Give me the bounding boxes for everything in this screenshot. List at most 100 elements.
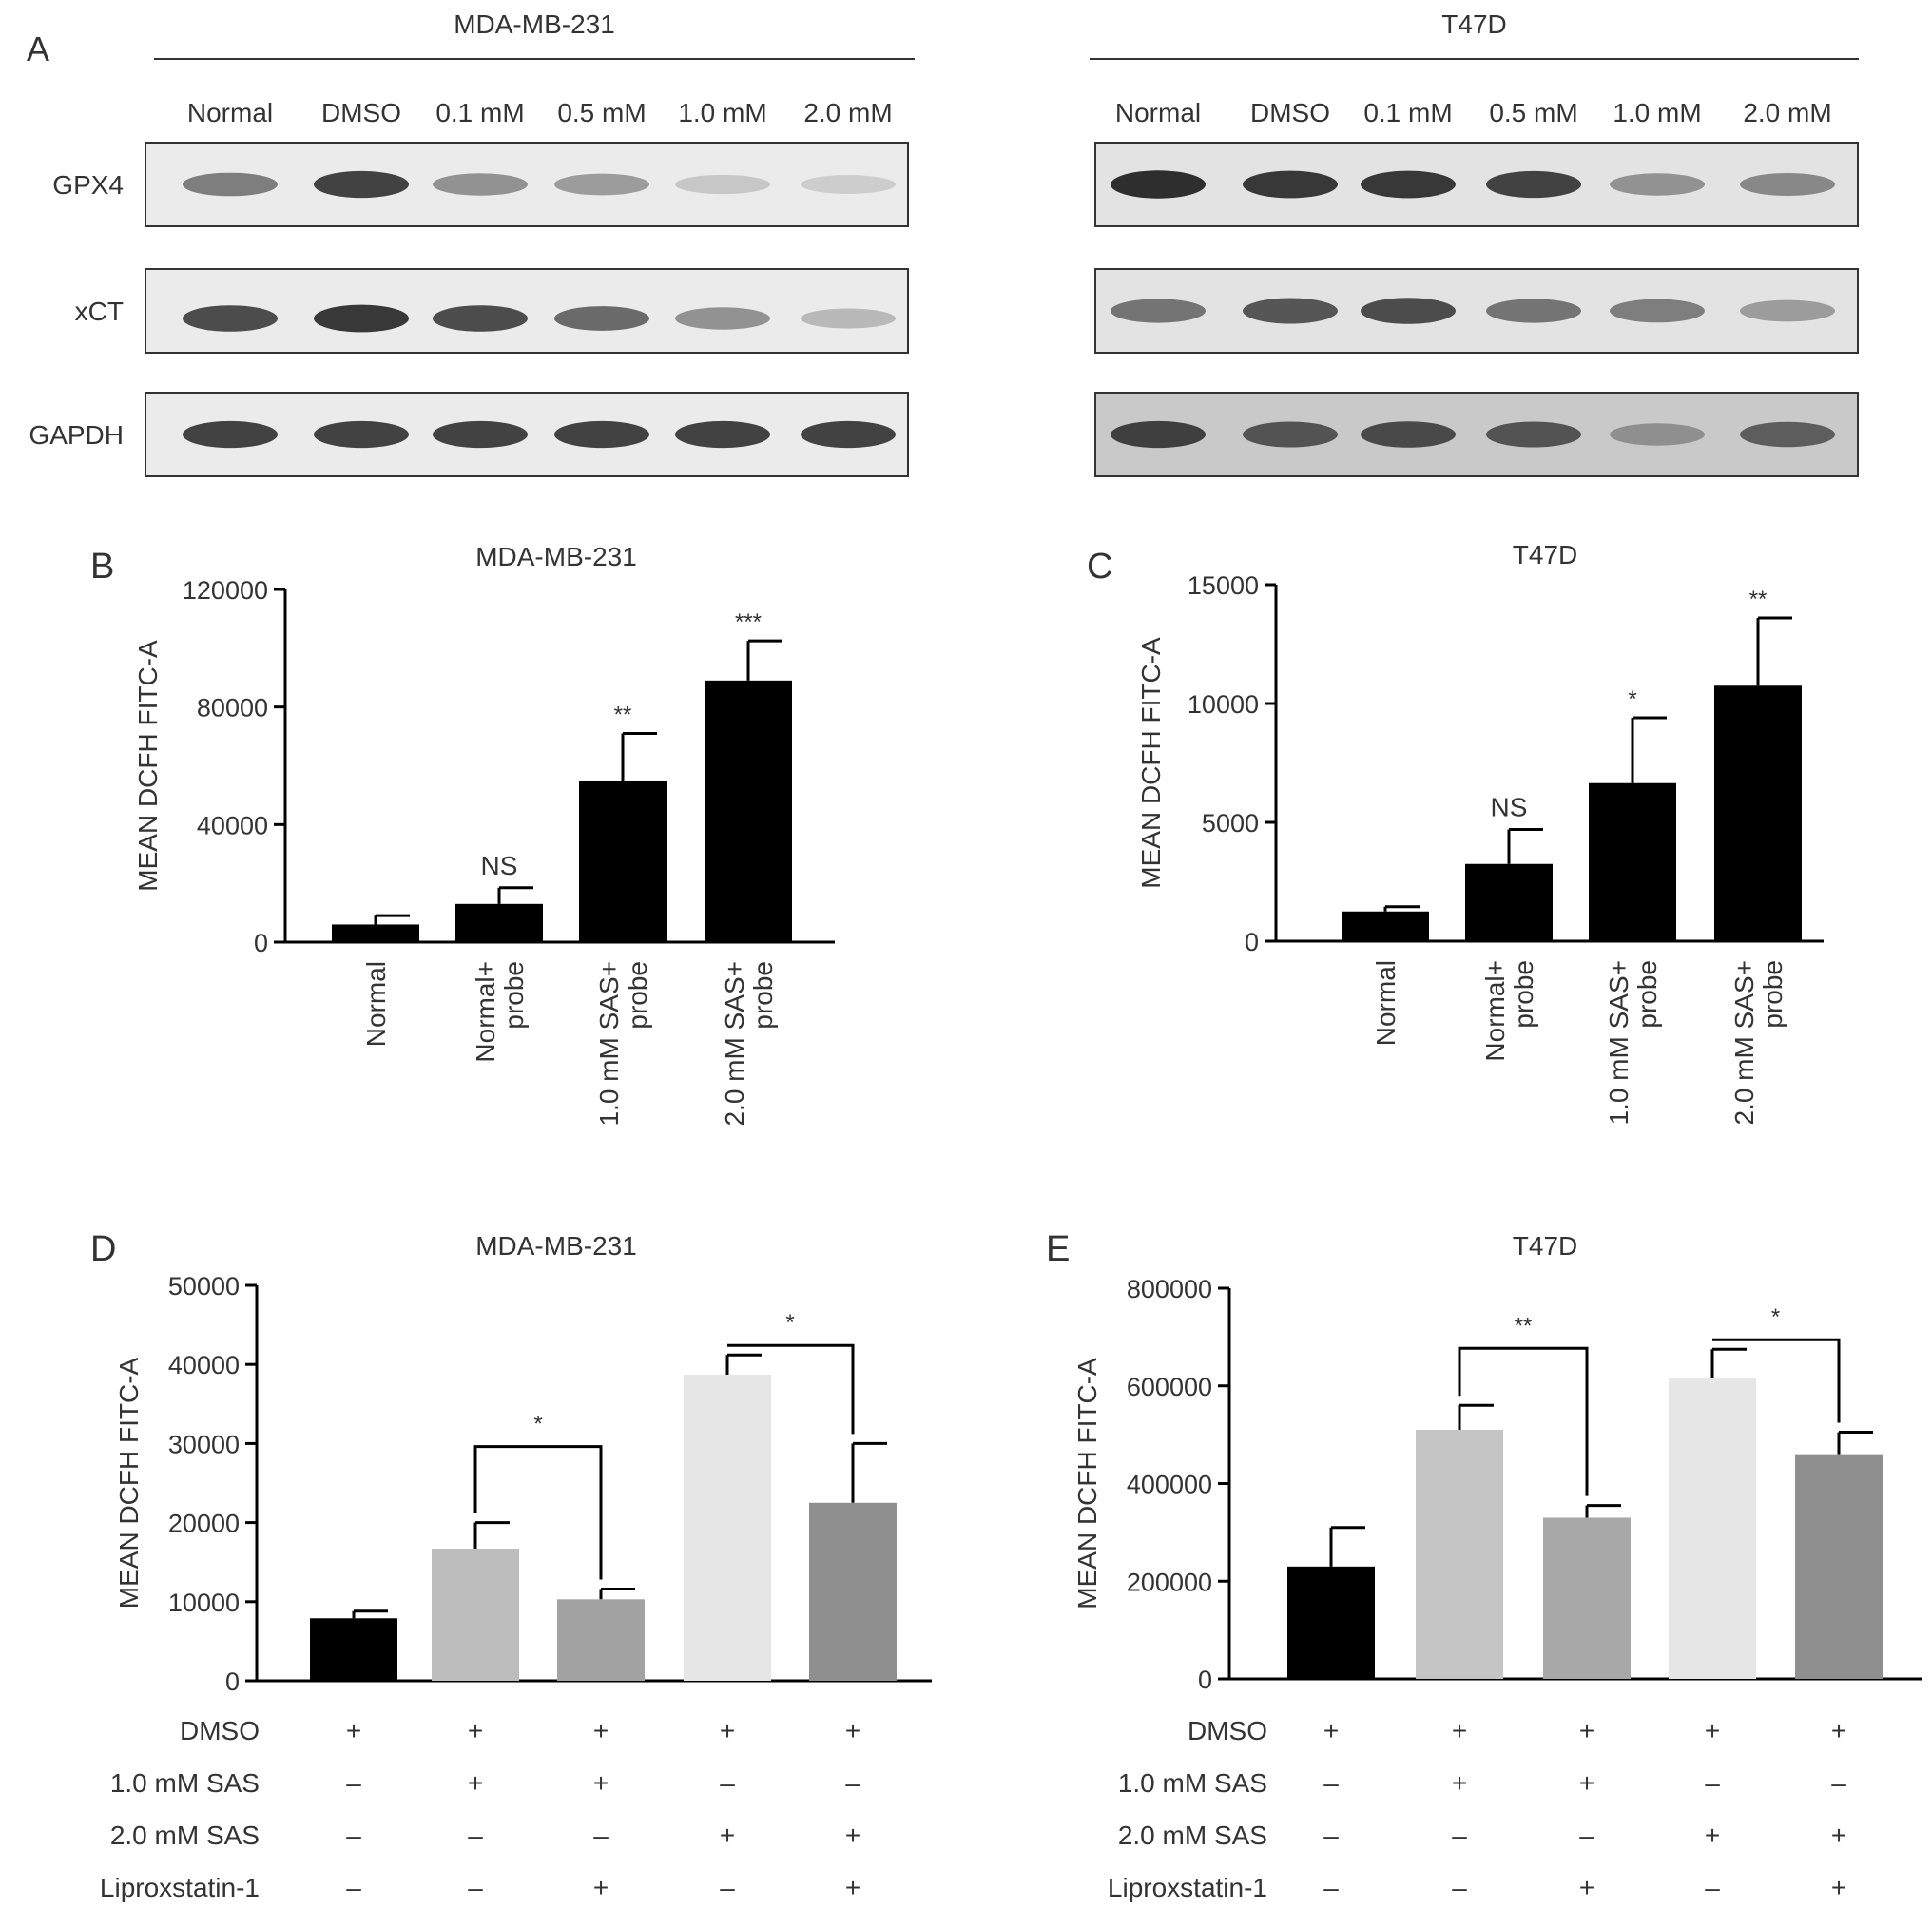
comparison-label: * bbox=[1771, 1304, 1780, 1330]
blot-band bbox=[801, 420, 896, 449]
condition-label: 2.0 mM SAS bbox=[1118, 1821, 1267, 1850]
chart-e-t47d-liproxstatin: E T47D 0 200000 400000 600000 800000 MEAN DCFH … bbox=[1046, 1229, 1922, 1902]
y-tick-label: 400000 bbox=[1127, 1471, 1212, 1499]
bar bbox=[1714, 685, 1802, 941]
comparison-label: * bbox=[533, 1412, 542, 1437]
bar bbox=[1465, 863, 1553, 941]
comparison-label: ** bbox=[1515, 1313, 1533, 1339]
x-category-label-line: Normal bbox=[1371, 960, 1401, 1046]
condition-mark: – bbox=[1323, 1821, 1339, 1850]
bar bbox=[1543, 1517, 1631, 1679]
blot-band bbox=[1243, 298, 1338, 324]
blot-band bbox=[1740, 421, 1835, 448]
blot-band bbox=[1111, 299, 1206, 323]
condition-mark: – bbox=[468, 1873, 483, 1902]
lane-label: 2.0 mM bbox=[803, 98, 892, 127]
chart-title: T47D bbox=[1513, 1231, 1577, 1261]
condition-mark: + bbox=[1579, 1716, 1594, 1745]
condition-mark: + bbox=[346, 1716, 361, 1745]
condition-mark: + bbox=[720, 1716, 735, 1745]
comparison-bracket bbox=[1458, 1346, 1589, 1496]
y-tick-label: 10000 bbox=[1188, 690, 1259, 719]
blot-band bbox=[1610, 299, 1705, 323]
condition-mark: + bbox=[845, 1821, 860, 1850]
significance-label: *** bbox=[735, 609, 762, 635]
x-category-label-line: 1.0 mM SAS+ bbox=[1604, 960, 1633, 1126]
blot-band bbox=[1486, 170, 1581, 199]
x-category-label-line: probe bbox=[748, 961, 778, 1030]
blot-band bbox=[1486, 299, 1581, 323]
x-category-label-line: 2.0 mM SAS+ bbox=[720, 961, 749, 1127]
lane-label: 1.0 mM bbox=[678, 98, 766, 127]
blot-band bbox=[314, 304, 409, 333]
condition-mark: – bbox=[468, 1821, 483, 1850]
condition-label: 1.0 mM SAS bbox=[1118, 1768, 1267, 1798]
blot-band bbox=[314, 170, 409, 199]
bar bbox=[809, 1502, 897, 1681]
condition-mark: + bbox=[593, 1716, 609, 1745]
comparison-bracket bbox=[473, 1445, 603, 1580]
blot-band bbox=[183, 305, 278, 332]
x-category-label-line: Normal+ bbox=[471, 961, 500, 1063]
bar bbox=[705, 680, 792, 942]
condition-mark: – bbox=[346, 1768, 361, 1798]
blot-membrane bbox=[1094, 142, 1859, 227]
blot-band bbox=[675, 420, 770, 449]
significance-label: * bbox=[1628, 686, 1636, 712]
blot-band bbox=[1361, 170, 1456, 199]
y-tick-label: 5000 bbox=[1202, 809, 1259, 838]
panel-letter-a: A bbox=[27, 29, 49, 68]
condition-mark: + bbox=[720, 1821, 735, 1850]
chart-title: MDA-MB-231 bbox=[475, 542, 637, 571]
bar bbox=[1416, 1429, 1503, 1679]
bar bbox=[1342, 911, 1429, 941]
x-category-label-line: 1.0 mM SAS+ bbox=[594, 961, 624, 1127]
panel-letter: C bbox=[1087, 547, 1112, 587]
y-tick-label: 10000 bbox=[168, 1589, 240, 1617]
bar bbox=[310, 1618, 397, 1681]
x-category-label: 1.0 mM SAS+probe bbox=[594, 961, 652, 1127]
condition-mark: + bbox=[1705, 1716, 1720, 1745]
blot-band bbox=[554, 306, 649, 331]
y-tick-label: 40000 bbox=[197, 811, 268, 839]
x-category-label-line: probe bbox=[499, 961, 529, 1030]
blot-band bbox=[183, 420, 278, 449]
y-tick-label: 0 bbox=[254, 929, 268, 957]
blot-band bbox=[1486, 421, 1581, 448]
y-tick-label: 0 bbox=[225, 1667, 240, 1696]
chart-b-mda-mb-231-dcfh: B MDA-MB-231 0 40000 80000 120000 MEAN DCFH FI… bbox=[90, 542, 835, 1127]
blot-band bbox=[314, 420, 409, 449]
blot-band bbox=[1361, 298, 1456, 324]
condition-mark: – bbox=[1323, 1873, 1339, 1902]
condition-label: 1.0 mM SAS bbox=[110, 1768, 260, 1798]
x-category-label: Normal+probe bbox=[1480, 960, 1538, 1062]
y-tick-label: 200000 bbox=[1127, 1568, 1212, 1596]
blot-membrane bbox=[145, 268, 909, 354]
x-category-label-line: probe bbox=[1509, 960, 1538, 1029]
condition-mark: + bbox=[1452, 1768, 1467, 1798]
lane-label: 2.0 mM bbox=[1743, 98, 1831, 127]
lane-label: DMSO bbox=[1250, 98, 1330, 127]
blot-band bbox=[433, 305, 528, 332]
condition-mark: + bbox=[1831, 1873, 1846, 1902]
condition-label: 2.0 mM SAS bbox=[110, 1821, 260, 1850]
x-category-label-line: probe bbox=[1633, 960, 1662, 1029]
condition-mark: + bbox=[1579, 1768, 1594, 1798]
y-tick-label: 20000 bbox=[168, 1510, 240, 1538]
condition-mark: – bbox=[1452, 1821, 1467, 1850]
y-axis-label: MEAN DCFH FITC-A bbox=[1136, 637, 1166, 889]
bar bbox=[557, 1599, 645, 1681]
significance-label: NS bbox=[481, 851, 518, 880]
y-axis-label: MEAN DCFH FITC-A bbox=[133, 640, 163, 892]
blot-band bbox=[554, 173, 649, 196]
blot-band bbox=[1111, 420, 1206, 449]
x-category-label: 2.0 mM SAS+probe bbox=[720, 961, 778, 1127]
condition-mark: – bbox=[346, 1821, 361, 1850]
y-tick-label: 0 bbox=[1245, 928, 1259, 956]
lane-label: Normal bbox=[1115, 98, 1201, 127]
blot-row-label: xCT bbox=[75, 297, 124, 326]
x-category-label-line: Normal bbox=[361, 961, 391, 1047]
lane-label: 0.5 mM bbox=[1489, 98, 1577, 127]
blot-band bbox=[1243, 170, 1338, 199]
